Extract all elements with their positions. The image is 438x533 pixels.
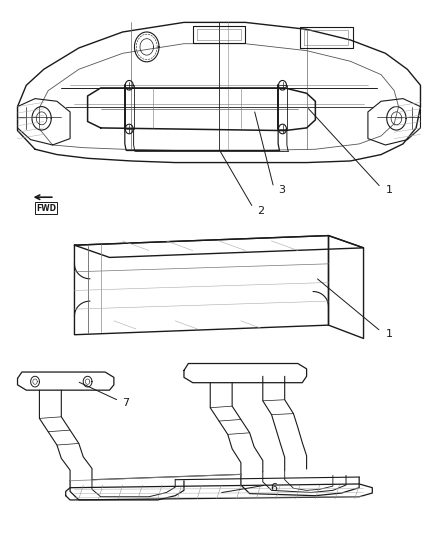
Text: 6: 6 <box>271 483 278 492</box>
Text: 7: 7 <box>122 399 129 408</box>
Text: 2: 2 <box>258 206 265 215</box>
Text: 3: 3 <box>278 185 285 195</box>
Text: 1: 1 <box>385 329 392 339</box>
Text: 1: 1 <box>385 185 392 195</box>
Text: FWD: FWD <box>36 204 56 213</box>
